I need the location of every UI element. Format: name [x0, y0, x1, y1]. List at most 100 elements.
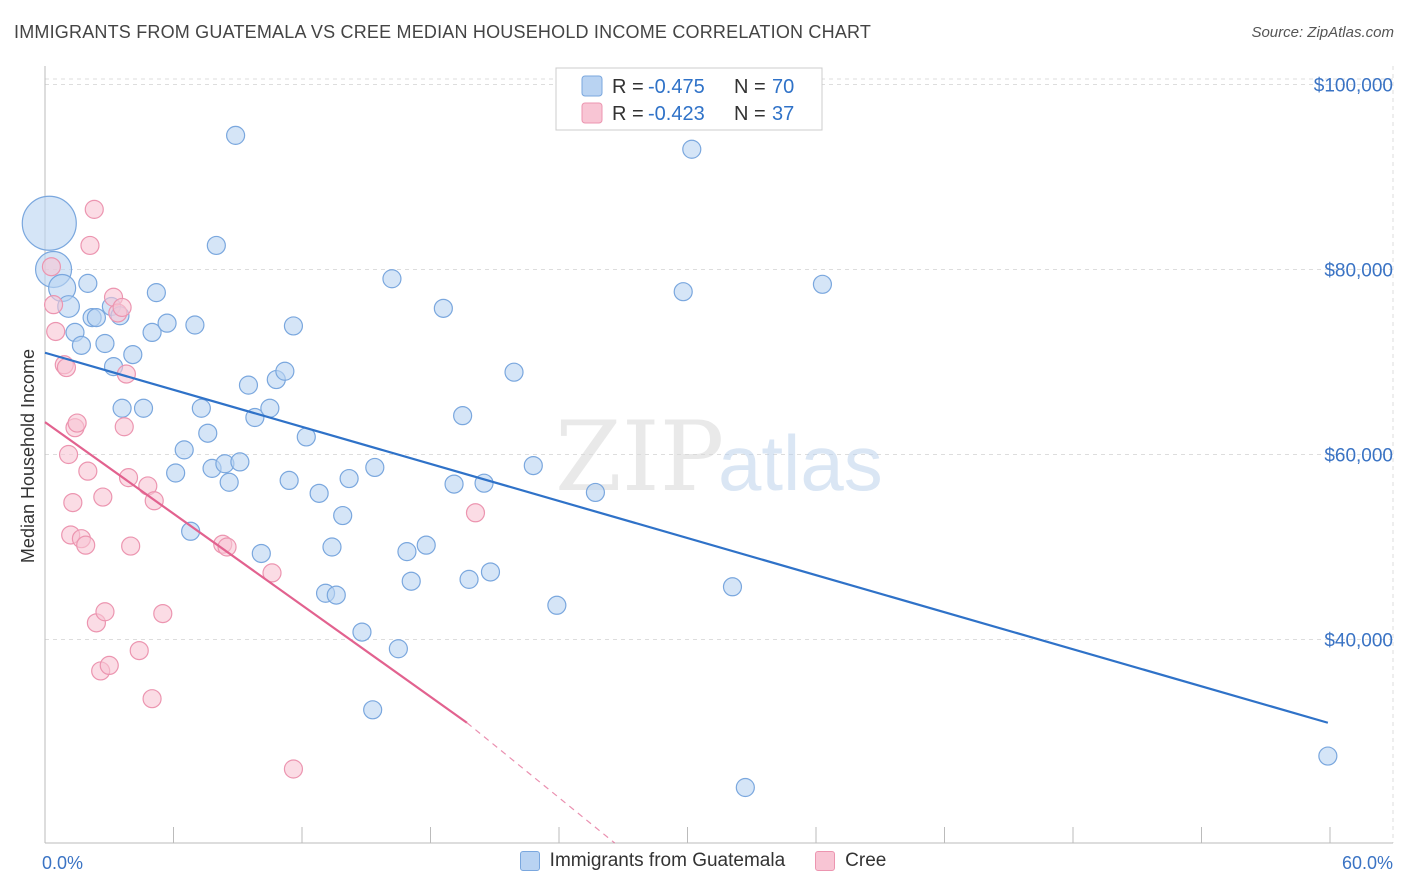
point-guatemala [352, 622, 372, 642]
legend-n-label-cree: N = [734, 103, 766, 125]
point-guatemala [722, 577, 743, 597]
point-guatemala [433, 298, 453, 318]
legend-swatch-guatemala [581, 75, 603, 97]
point-cree [41, 257, 62, 277]
point-cree [78, 461, 98, 481]
y-axis-title: Median Household Income [18, 349, 38, 563]
x-tick-label: 0.0% [42, 853, 83, 873]
point-guatemala [547, 595, 567, 615]
point-guatemala [166, 463, 186, 483]
point-guatemala [382, 269, 402, 289]
point-guatemala [219, 472, 239, 492]
bottom-legend-label-cree: Cree [845, 850, 887, 871]
point-guatemala [322, 537, 342, 557]
legend-n-value-cree: 37 [772, 103, 794, 125]
x-tick-label: 60.0% [1342, 853, 1393, 873]
point-cree [76, 535, 96, 555]
point-guatemala [230, 452, 250, 472]
point-cree [121, 536, 141, 556]
point-cree [114, 417, 134, 437]
point-guatemala [206, 235, 226, 256]
series-cree-points [41, 199, 486, 779]
point-guatemala [275, 361, 295, 381]
point-guatemala [142, 322, 162, 342]
chart-title: IMMIGRANTS FROM GUATEMALA VS CREE MEDIAN… [14, 22, 872, 42]
point-cree [99, 655, 119, 676]
point-guatemala [198, 423, 218, 443]
legend-n-label-guatemala: N = [734, 76, 766, 98]
tick-labels: $40,000 $60,000 $80,000 $100,000 0.0% 60.0% [42, 76, 1393, 874]
point-cree [283, 759, 304, 779]
bottom-legend-cree: Cree [815, 850, 886, 872]
point-guatemala [735, 777, 755, 798]
legend-n-value-guatemala: 70 [772, 76, 794, 98]
point-guatemala [185, 315, 205, 335]
point-guatemala [673, 282, 693, 302]
point-cree [58, 444, 79, 465]
watermark-atlas: atlas [718, 419, 883, 507]
point-cree [112, 297, 132, 318]
source-label: Source: ZipAtlas.com [1251, 24, 1394, 41]
point-cree [43, 295, 64, 315]
watermark-zip: ZIP [555, 401, 724, 513]
bottom-legend-swatch-guatemala [519, 851, 540, 871]
point-guatemala [365, 457, 385, 478]
point-cree [465, 503, 486, 523]
point-cree [67, 413, 87, 433]
legend-r-value-cree: -0.423 [648, 103, 705, 125]
legend-r-value-guatemala: -0.475 [648, 76, 705, 98]
point-guatemala [523, 456, 543, 476]
point-guatemala [133, 398, 154, 418]
point-guatemala [174, 440, 194, 460]
bottom-legend-label-guatemala: Immigrants from Guatemala [549, 850, 786, 871]
point-guatemala [309, 483, 329, 503]
y-tick-label: $80,000 [1324, 261, 1393, 282]
point-guatemala [191, 398, 211, 418]
point-cree [80, 235, 100, 256]
point-guatemala [504, 362, 524, 382]
point-cree [84, 199, 104, 219]
point-cree [217, 537, 237, 557]
point-guatemala [416, 535, 436, 555]
gridlines [45, 66, 1394, 843]
point-guatemala [71, 335, 92, 355]
legend-swatch-cree [581, 102, 603, 124]
watermark: ZIP atlas [555, 401, 883, 513]
point-guatemala [459, 569, 479, 589]
axes [44, 66, 1393, 844]
point-guatemala [283, 316, 304, 336]
trendline-guatemala [44, 351, 1329, 724]
point-guatemala [453, 406, 473, 426]
point-guatemala [444, 474, 464, 494]
legend-r-label-guatemala: R = [612, 76, 644, 98]
bottom-legend: Immigrants from Guatemala Cree [0, 850, 1406, 872]
point-cree [118, 468, 139, 488]
point-guatemala [251, 543, 271, 564]
y-tick-label: $60,000 [1324, 446, 1393, 467]
point-guatemala [326, 585, 346, 605]
point-guatemala [585, 482, 606, 503]
point-cree [129, 640, 149, 661]
point-guatemala [86, 308, 107, 328]
point-guatemala [78, 273, 98, 293]
point-guatemala [812, 274, 833, 294]
point-guatemala [339, 468, 359, 489]
point-cree [95, 602, 115, 622]
point-guatemala [1318, 746, 1338, 766]
point-guatemala [123, 345, 143, 365]
point-guatemala [388, 639, 408, 659]
point-cree [93, 487, 113, 507]
trendline-cree-extension [466, 722, 616, 844]
y-tick-label: $40,000 [1324, 631, 1393, 652]
point-guatemala [260, 398, 280, 418]
y-tick-label: $100,000 [1314, 76, 1393, 97]
trendline-cree [44, 421, 468, 724]
series-guatemala-points [21, 125, 1338, 798]
point-cree [63, 493, 83, 513]
bottom-legend-guatemala: Immigrants from Guatemala [519, 850, 786, 872]
point-guatemala [112, 398, 132, 418]
point-cree [153, 603, 173, 624]
point-guatemala [157, 313, 177, 333]
bottom-legend-swatch-cree [815, 851, 836, 871]
